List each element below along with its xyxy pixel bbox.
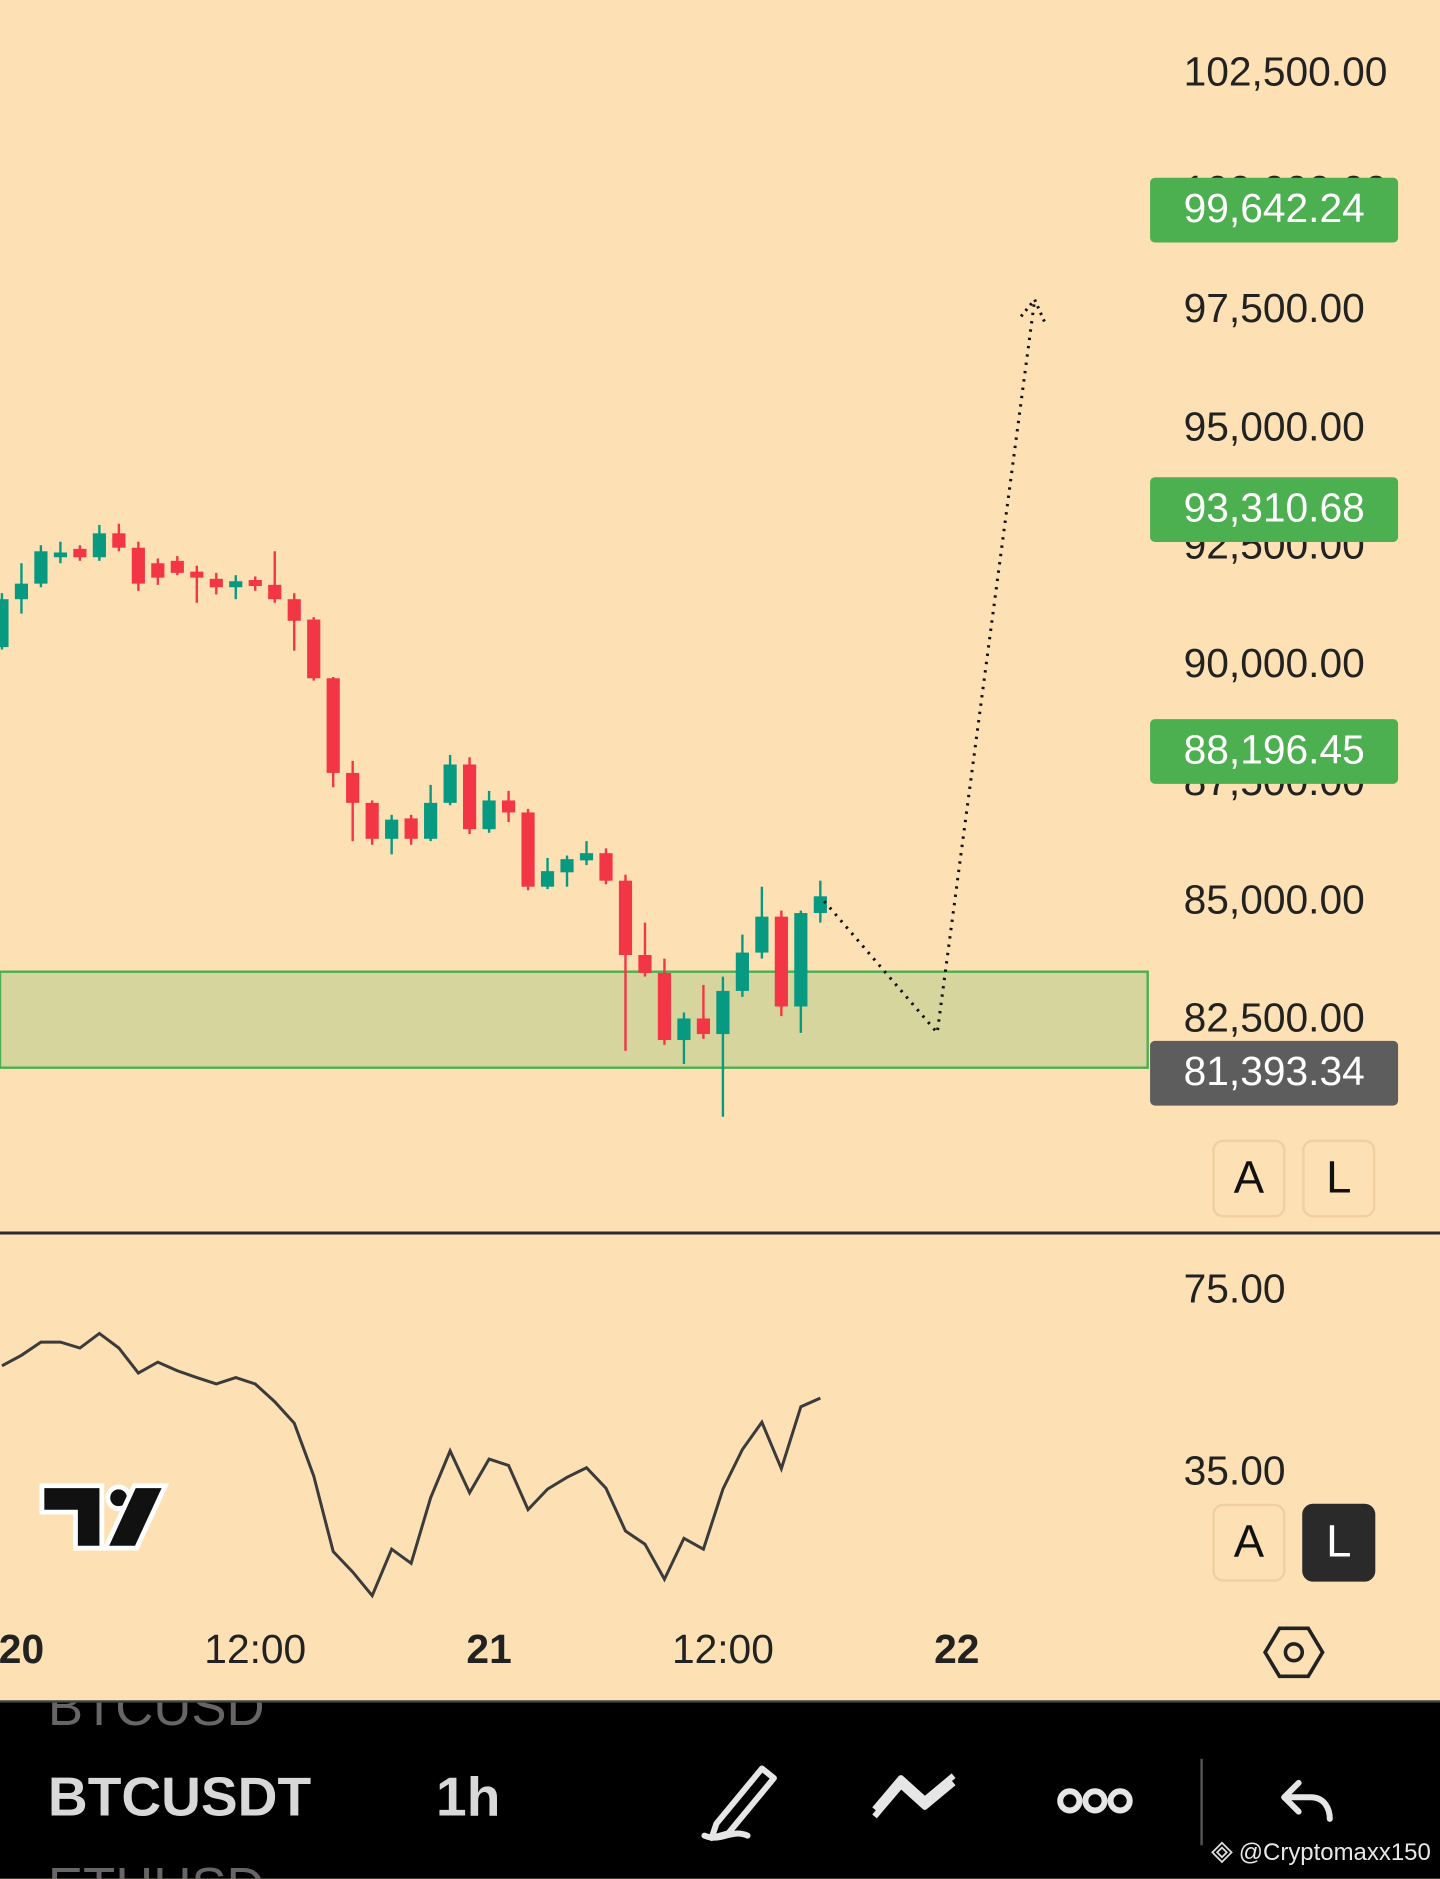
support-zone [0,970,1149,1069]
candle-body [229,581,243,588]
scale-button[interactable] [1212,1139,1286,1218]
price-badge [1150,177,1399,243]
candle-body [248,580,262,587]
price-axis: 82,500.0085,000.0087,500.0090,000.0092,5… [0,49,1440,1672]
rsi-plot [1,1331,821,1599]
y-tick-label: 102,500.00 [1184,49,1388,95]
draw-tool[interactable] [701,1765,777,1841]
candle-body [501,800,516,813]
rsi-line [1,1331,821,1599]
candle-body [618,880,633,955]
candle-body [424,802,438,839]
candle-body [170,560,184,573]
y-tick-label: 95,000.00 [1184,403,1365,449]
x-tick-label: 22 [934,1626,979,1672]
scale-button-label: L [1326,1151,1351,1202]
axis-mask [1150,1488,1440,1608]
candle-body [73,548,87,558]
y-tick-label: 35.00 [1184,1447,1286,1493]
projection-arrowhead [1018,296,1046,323]
price-badge-label: 93,310.68 [1184,485,1365,531]
candle-body [112,533,126,548]
scale-button-label: A [1234,1151,1265,1202]
candle-body [716,990,730,1035]
candle-body [268,584,282,600]
candle-body [404,818,418,839]
candle-body [813,896,827,914]
price-plot [0,296,1149,1117]
symbol-option[interactable]: ETHUSD [48,1858,265,1879]
candle-body [443,764,457,803]
candle-body [696,1018,711,1035]
price-badge [1150,1040,1399,1106]
candle-body [599,853,613,881]
x-tick-label: 12:00 [672,1626,774,1672]
undo-button[interactable] [1281,1779,1333,1822]
line-tool[interactable] [872,1773,956,1819]
candle-body [34,551,48,584]
candle-body [482,800,496,830]
symbol-current[interactable]: BTCUSDT [48,1765,312,1827]
candle-body [14,583,29,600]
candle-body [755,916,769,953]
candle-body [131,547,145,584]
candle-body [579,853,594,861]
candle-body [326,678,340,773]
candle-body [657,972,672,1041]
x-tick-label: 21 [466,1626,511,1672]
more-button[interactable] [1057,1788,1133,1814]
price-badge-label: 88,196.45 [1184,726,1365,772]
candle-body [365,802,379,839]
x-tick-label: 20 [0,1626,44,1672]
candle-body [463,764,477,830]
symbol-list: BTCUSD BTCUSDT ETHUSD [48,1678,312,1879]
scale-button-label: A [1234,1516,1265,1567]
candle-body [385,819,399,839]
candle-body [346,772,360,803]
candle-body [151,563,165,578]
candle-body [209,578,223,588]
scale-button[interactable] [1302,1503,1376,1582]
candle-body [521,812,535,887]
settings-button[interactable] [1262,1626,1325,1679]
candle-body [794,913,808,1007]
candle-body [287,599,301,621]
candle-body [92,533,106,558]
candle-body [638,954,652,973]
candle-body [735,952,749,991]
interval[interactable]: 1h [436,1765,500,1827]
scale-button-label: L [1326,1516,1351,1567]
price-badge [1150,477,1399,542]
price-badge-label: 81,393.34 [1184,1048,1365,1094]
y-tick-label: 85,000.00 [1184,876,1365,922]
scale-button[interactable] [1212,1503,1286,1582]
symbol-option[interactable]: BTCUSD [48,1678,265,1737]
candle-body [307,619,321,679]
x-tick-label: 12:00 [204,1626,306,1672]
price-badge [1150,719,1399,784]
watermark: @Cryptomaxx150 [1211,1839,1431,1866]
candle-body [677,1018,691,1041]
candle-body [560,859,574,873]
candle-body [0,599,9,648]
watermark-text: @Cryptomaxx150 [1239,1839,1431,1866]
candle-body [774,916,788,1007]
candle-body [190,571,204,578]
y-tick-label: 75.00 [1184,1265,1286,1311]
y-tick-label: 97,500.00 [1184,285,1365,331]
scale-button[interactable] [1302,1139,1376,1218]
scale-buttons: A L A L [1212,1139,1376,1582]
candle-body [540,871,555,887]
candle-body [53,552,67,558]
toolbar [0,1701,1440,1879]
tv-logo [39,1483,170,1551]
y-tick-label: 90,000.00 [1184,640,1365,686]
y-tick-label: 82,500.00 [1184,995,1365,1041]
price-badge-label: 99,642.24 [1184,185,1365,231]
